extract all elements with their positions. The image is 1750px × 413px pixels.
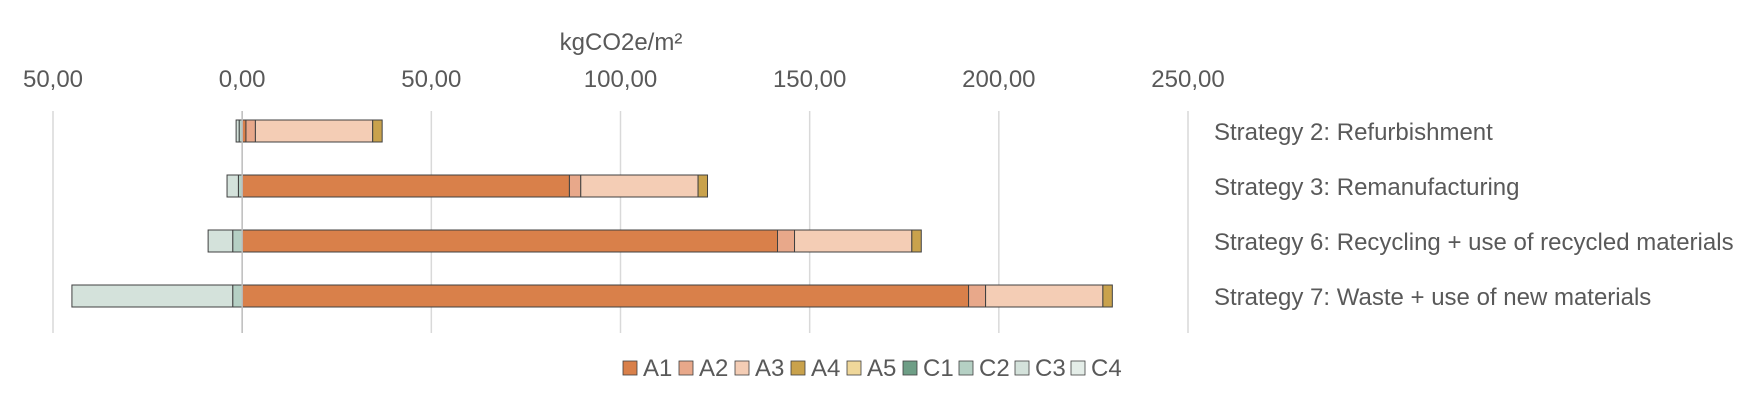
bar-group-1 (235, 119, 383, 143)
bar-segment-a1 (241, 174, 570, 198)
x-tick-label: 250,00 (1151, 66, 1224, 93)
category-label: Strategy 6: Recycling + use of recycled … (1214, 229, 1734, 256)
category-label: Strategy 7: Waste + use of new materials (1214, 284, 1651, 311)
x-tick-label: 0,00 (219, 66, 266, 93)
legend-swatch (622, 360, 638, 376)
legend-label: C3 (1035, 355, 1066, 382)
legend-item-c2: C2 (958, 355, 1010, 382)
category-label: Strategy 2: Refurbishment (1214, 119, 1493, 146)
legend-swatch (846, 360, 862, 376)
x-tick-label: 50,00 (401, 66, 461, 93)
legend-label: A2 (699, 355, 728, 382)
bar-segment-a2 (777, 229, 796, 253)
legend-label: A1 (643, 355, 672, 382)
legend: A1 A2 A3 A4 A5 C1 C2 C3 C4 (622, 355, 1122, 382)
legend-label: C1 (923, 355, 954, 382)
legend-swatch (678, 360, 694, 376)
legend-swatch (1014, 360, 1030, 376)
x-tick-label: 200,00 (962, 66, 1035, 93)
bar-group-4 (71, 284, 1113, 308)
bar-segment-a2 (968, 284, 987, 308)
legend-item-a3: A3 (734, 355, 784, 382)
bar-segment-c3 (71, 284, 234, 308)
legend-label: C4 (1091, 355, 1122, 382)
bar-segment-c3 (235, 119, 240, 143)
bar-segment-a2 (245, 119, 256, 143)
bar-segment-a4 (697, 174, 709, 198)
bar-segment-a3 (580, 174, 699, 198)
bar-segment-a1 (241, 284, 970, 308)
legend-item-c3: C3 (1014, 355, 1066, 382)
legend-item-c4: C4 (1070, 355, 1122, 382)
x-axis-title: kgCO2e/m² (560, 29, 683, 56)
x-tick-label: 150,00 (773, 66, 846, 93)
legend-label: C2 (979, 355, 1010, 382)
legend-item-a5: A5 (846, 355, 896, 382)
bar-segment-a3 (794, 229, 913, 253)
bar-segment-a3 (254, 119, 374, 143)
legend-item-a1: A1 (622, 355, 672, 382)
legend-swatch (1070, 360, 1086, 376)
bar-segment-a3 (985, 284, 1104, 308)
bar-segment-a4 (372, 119, 383, 143)
legend-swatch (790, 360, 806, 376)
x-tick-label: 100,00 (584, 66, 657, 93)
legend-label: A3 (755, 355, 784, 382)
legend-label: A5 (867, 355, 896, 382)
bar-segment-c2 (232, 229, 243, 253)
bar-segment-a1 (241, 229, 779, 253)
bar-group-3 (207, 229, 922, 253)
bar-segment-a2 (568, 174, 582, 198)
legend-swatch (734, 360, 750, 376)
bar-segment-c3 (207, 229, 234, 253)
legend-item-c1: C1 (902, 355, 954, 382)
bar-group-2 (226, 174, 709, 198)
x-axis-ticks: 50,00 0,00 50,00 100,00 150,00 200,00 250,00 (23, 66, 1225, 93)
bar-segment-a4 (1102, 284, 1113, 308)
bar-segment-a4 (911, 229, 922, 253)
legend-swatch (902, 360, 918, 376)
category-label: Strategy 3: Remanufacturing (1214, 174, 1520, 201)
legend-item-a2: A2 (678, 355, 728, 382)
category-labels: Strategy 2: Refurbishment Strategy 3: Rem… (1214, 119, 1734, 311)
legend-swatch (958, 360, 974, 376)
x-tick-label: 50,00 (23, 66, 83, 93)
bar-segment-c3 (226, 174, 239, 198)
bar-segment-c2 (232, 284, 243, 308)
legend-label: A4 (811, 355, 840, 382)
legend-item-a4: A4 (790, 355, 840, 382)
bars (71, 119, 1113, 308)
